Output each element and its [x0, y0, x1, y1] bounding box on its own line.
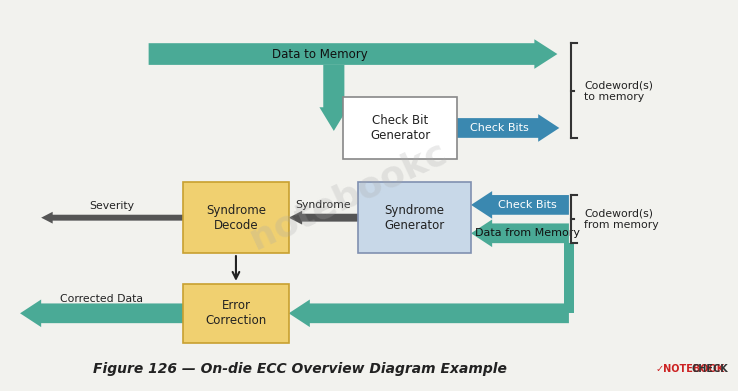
Polygon shape	[471, 191, 569, 219]
FancyBboxPatch shape	[183, 284, 289, 343]
Text: notebookc: notebookc	[244, 135, 452, 255]
Text: Syndrome: Syndrome	[295, 200, 351, 210]
Polygon shape	[289, 300, 569, 327]
Text: ✓NOTEBOOK: ✓NOTEBOOK	[655, 364, 725, 375]
Text: Codeword(s)
to memory: Codeword(s) to memory	[584, 80, 653, 102]
Text: Data to Memory: Data to Memory	[272, 48, 368, 61]
Text: CHECK: CHECK	[692, 364, 728, 375]
Text: Syndrome
Generator: Syndrome Generator	[384, 204, 444, 232]
Polygon shape	[148, 39, 557, 69]
FancyBboxPatch shape	[358, 182, 471, 253]
Polygon shape	[320, 65, 348, 131]
Text: Check Bit
Generator: Check Bit Generator	[370, 114, 430, 142]
Polygon shape	[41, 212, 183, 224]
Text: Error
Correction: Error Correction	[205, 299, 266, 327]
Text: Check Bits: Check Bits	[498, 200, 557, 210]
Text: Figure 126 — On-die ECC Overview Diagram Example: Figure 126 — On-die ECC Overview Diagram…	[93, 362, 507, 377]
Polygon shape	[457, 114, 559, 142]
Polygon shape	[289, 211, 358, 224]
Text: Corrected Data: Corrected Data	[60, 294, 143, 305]
Polygon shape	[20, 300, 183, 327]
Polygon shape	[564, 243, 573, 313]
FancyBboxPatch shape	[343, 97, 457, 158]
Text: Syndrome
Decode: Syndrome Decode	[206, 204, 266, 232]
Text: Severity: Severity	[89, 201, 134, 211]
Text: Check Bits: Check Bits	[470, 123, 529, 133]
FancyBboxPatch shape	[183, 182, 289, 253]
Text: Data from Memory: Data from Memory	[475, 228, 580, 238]
Polygon shape	[471, 219, 569, 247]
Text: Codeword(s)
from memory: Codeword(s) from memory	[584, 208, 659, 230]
